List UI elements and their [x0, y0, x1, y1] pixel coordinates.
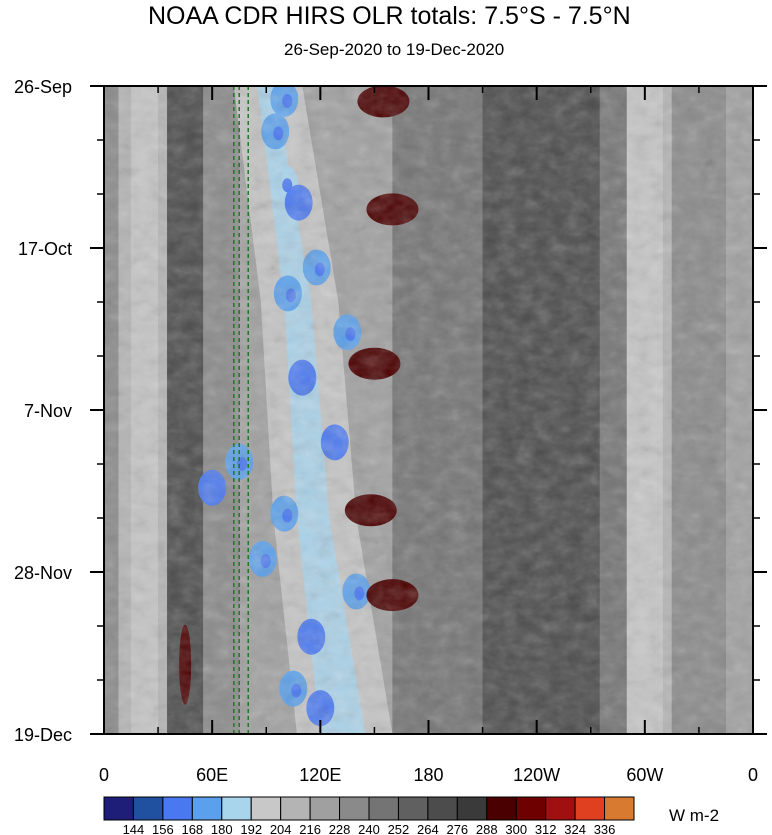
- colorbar-box-17: [604, 796, 635, 821]
- y-tick-label-2: 7-Nov: [24, 401, 72, 421]
- x-tick-label-3: 180: [413, 765, 443, 785]
- y-tick-label-0: 26-Sep: [14, 77, 72, 97]
- chart-subtitle: 26-Sep-2020 to 19-Dec-2020: [284, 40, 505, 59]
- colorbar-box-2: [162, 796, 193, 821]
- colorbar-box-7: [309, 796, 341, 821]
- colorbar-box-8: [339, 796, 370, 821]
- y-tick-label-1: 17-Oct: [18, 239, 72, 259]
- colorbar-box-5: [250, 796, 282, 821]
- colorbar-box-0: [103, 796, 134, 821]
- colorbar-label-16: 336: [594, 822, 616, 835]
- x-tick-label-2: 120E: [299, 765, 341, 785]
- colorbar-label-13: 300: [505, 822, 527, 835]
- colorbar-label-9: 252: [388, 822, 410, 835]
- colorbar-box-6: [280, 796, 311, 821]
- y-tick-label-3: 28-Nov: [14, 563, 72, 583]
- colorbar-label-12: 288: [476, 822, 498, 835]
- colorbar-label-7: 228: [329, 822, 351, 835]
- colorbar-box-3: [191, 796, 223, 821]
- field-texture: [104, 86, 753, 734]
- colorbar-label-4: 192: [240, 822, 262, 835]
- colorbar-box-13: [486, 796, 517, 821]
- colorbar-box-14: [515, 796, 547, 821]
- colorbar-box-16: [574, 796, 606, 821]
- colorbar-label-15: 324: [564, 822, 586, 835]
- colorbar-label-14: 312: [535, 822, 557, 835]
- colorbar-box-1: [132, 796, 164, 821]
- colorbar: 144 156 168 180 192 204 216 228 240 252 264 276 288 3…: [103, 796, 635, 835]
- x-tick-label-1: 60E: [196, 765, 228, 785]
- colorbar-label-10: 264: [417, 822, 439, 835]
- colorbar-box-11: [427, 796, 458, 821]
- colorbar-box-12: [456, 796, 488, 821]
- colorbar-box-4: [221, 796, 252, 821]
- colorbar-units: W m-2: [669, 806, 720, 825]
- colorbar-label-5: 204: [270, 822, 292, 835]
- x-tick-label-5: 60W: [626, 765, 663, 785]
- x-tick-label-6: 0: [748, 765, 758, 785]
- colorbar-label-8: 240: [358, 822, 380, 835]
- axes: 0 60E 120E 180 120W 60W 0 26-Sep 17-Oct 7-Nov 28-N…: [14, 77, 767, 785]
- colorbar-label-3: 180: [211, 822, 233, 835]
- colorbar-box-10: [397, 796, 429, 821]
- colorbar-label-0: 144: [123, 822, 145, 835]
- x-tick-label-4: 120W: [513, 765, 560, 785]
- colorbar-label-1: 156: [152, 822, 174, 835]
- colorbar-box-9: [368, 796, 399, 821]
- colorbar-label-2: 168: [181, 822, 203, 835]
- y-tick-label-4: 19-Dec: [14, 725, 72, 745]
- x-tick-label-0: 0: [99, 765, 109, 785]
- colorbar-label-6: 216: [299, 822, 321, 835]
- colorbar-label-11: 276: [446, 822, 468, 835]
- plot-area: [104, 86, 753, 734]
- colorbar-box-15: [545, 796, 576, 821]
